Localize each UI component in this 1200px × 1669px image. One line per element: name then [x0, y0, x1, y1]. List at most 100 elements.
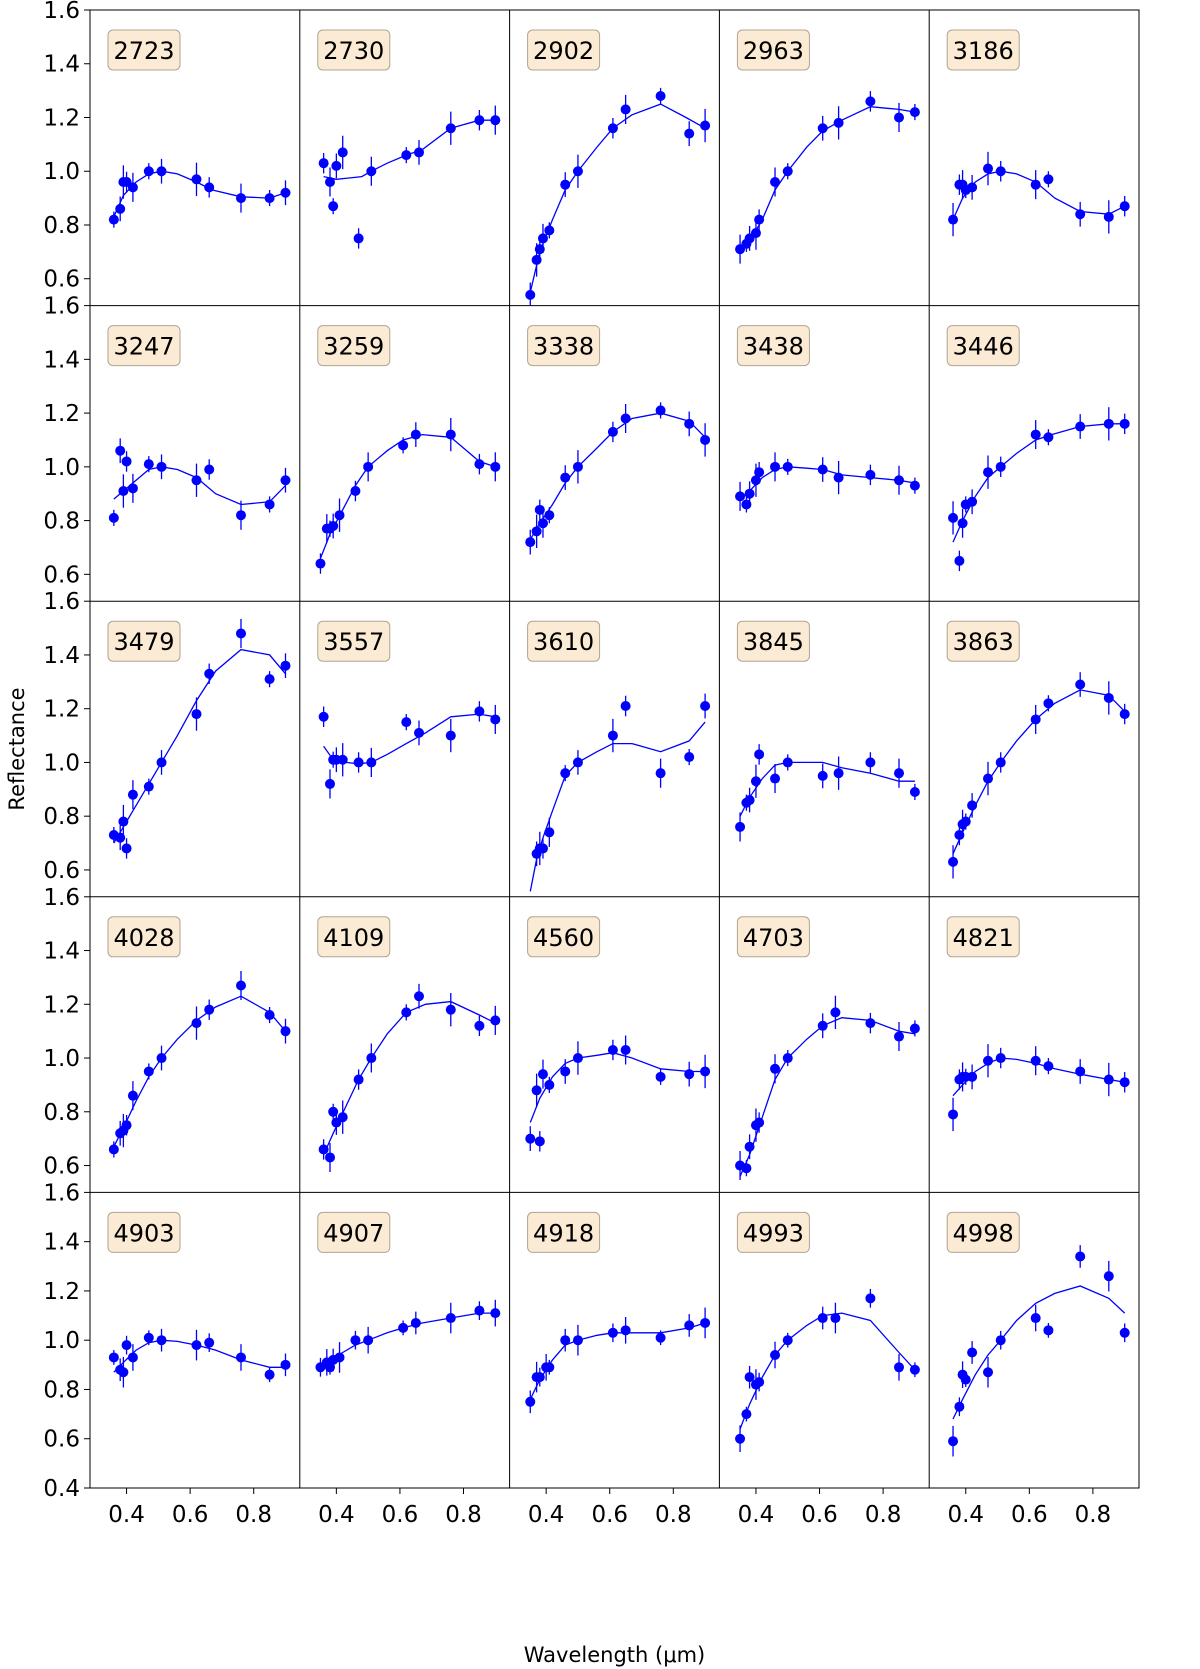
data-point [572, 1053, 583, 1064]
data-point [960, 816, 971, 827]
y-tick-label: 0.6 [43, 267, 80, 293]
panel-3479 [108, 618, 291, 859]
data-point [655, 405, 666, 416]
data-point [894, 768, 905, 779]
data-point [324, 1152, 335, 1163]
panel-label-box [736, 620, 810, 662]
panel-4903 [108, 1328, 291, 1388]
y-tick-label: 1.2 [43, 105, 80, 131]
data-point [264, 193, 275, 204]
panel-label-box [946, 1211, 1020, 1253]
y-tick-label: 1.6 [43, 885, 80, 911]
data-point [607, 426, 618, 437]
data-point [204, 1337, 215, 1348]
data-point [750, 475, 761, 486]
data-point [894, 475, 905, 486]
panel-label-box [527, 325, 601, 367]
y-tick-label: 0.6 [43, 858, 80, 884]
panel-label-box [317, 620, 391, 662]
data-point [414, 147, 425, 158]
series-line [739, 106, 916, 253]
data-point [156, 166, 167, 177]
panel-label-box [107, 1211, 181, 1253]
panel-label-box [317, 916, 391, 958]
data-point [1043, 1061, 1054, 1072]
data-point [684, 418, 695, 429]
data-point [127, 483, 138, 494]
panel-label: 3247 [113, 333, 174, 361]
data-point [1030, 714, 1041, 725]
data-point [782, 461, 793, 472]
data-point [754, 1377, 765, 1388]
data-point [607, 123, 618, 134]
panel-label: 3338 [533, 333, 594, 361]
data-point [108, 214, 119, 225]
panel-label-box [946, 620, 1020, 662]
data-point [280, 187, 291, 198]
data-point [115, 832, 126, 843]
data-point [1103, 1271, 1114, 1282]
data-point [366, 757, 377, 768]
data-point [560, 1335, 571, 1346]
data-point [414, 991, 425, 1002]
panel-label: 3863 [953, 628, 1014, 656]
data-point [833, 768, 844, 779]
data-point [735, 821, 746, 832]
data-point [235, 980, 246, 991]
data-point [534, 1136, 545, 1147]
data-point [280, 660, 291, 671]
x-tick-label: 0.6 [1011, 1502, 1048, 1528]
data-point [770, 176, 781, 187]
data-point [531, 254, 542, 265]
data-point [1030, 429, 1041, 440]
data-point [983, 1367, 994, 1378]
y-tick-label: 1.6 [43, 589, 80, 615]
data-point [983, 467, 994, 478]
data-point [445, 123, 456, 134]
series-line [529, 103, 706, 293]
data-point [754, 467, 765, 478]
data-point [607, 1044, 618, 1055]
data-point [121, 456, 132, 467]
data-point [353, 1074, 364, 1085]
y-tick-label: 1.4 [43, 347, 80, 373]
panel-4918 [525, 1307, 711, 1414]
data-point [967, 182, 978, 193]
data-point [995, 461, 1006, 472]
data-point [445, 730, 456, 741]
data-point [1119, 418, 1130, 429]
panel-3863 [948, 672, 1130, 879]
x-axis-label: Wavelength (μm) [524, 1643, 705, 1667]
data-point [525, 1396, 536, 1407]
plot-frame [89, 9, 1140, 1489]
x-tick-label: 0.8 [235, 1502, 272, 1528]
data-point [156, 757, 167, 768]
panel-label-box [736, 916, 810, 958]
data-point [534, 1372, 545, 1383]
data-point [474, 706, 485, 717]
data-point [967, 800, 978, 811]
data-point [328, 201, 339, 212]
data-point [474, 1305, 485, 1316]
data-point [334, 1352, 345, 1363]
panel-label-box [736, 325, 810, 367]
data-point [1075, 209, 1086, 220]
panel-label-box [527, 29, 601, 71]
data-point [865, 757, 876, 768]
data-point [741, 1163, 752, 1174]
data-point [741, 499, 752, 510]
data-point [655, 1332, 666, 1343]
data-point [957, 518, 968, 529]
series-line [952, 423, 1125, 543]
data-point [401, 150, 412, 161]
panel-label-box [107, 620, 181, 662]
data-point [833, 472, 844, 483]
x-tick-label: 0.6 [172, 1502, 209, 1528]
panel-label: 2723 [113, 37, 174, 65]
data-point [315, 558, 326, 569]
panel-label: 3438 [743, 333, 804, 361]
panel-label: 4028 [113, 924, 174, 952]
data-point [474, 459, 485, 470]
data-point [143, 166, 154, 177]
panel-4109 [318, 983, 501, 1172]
